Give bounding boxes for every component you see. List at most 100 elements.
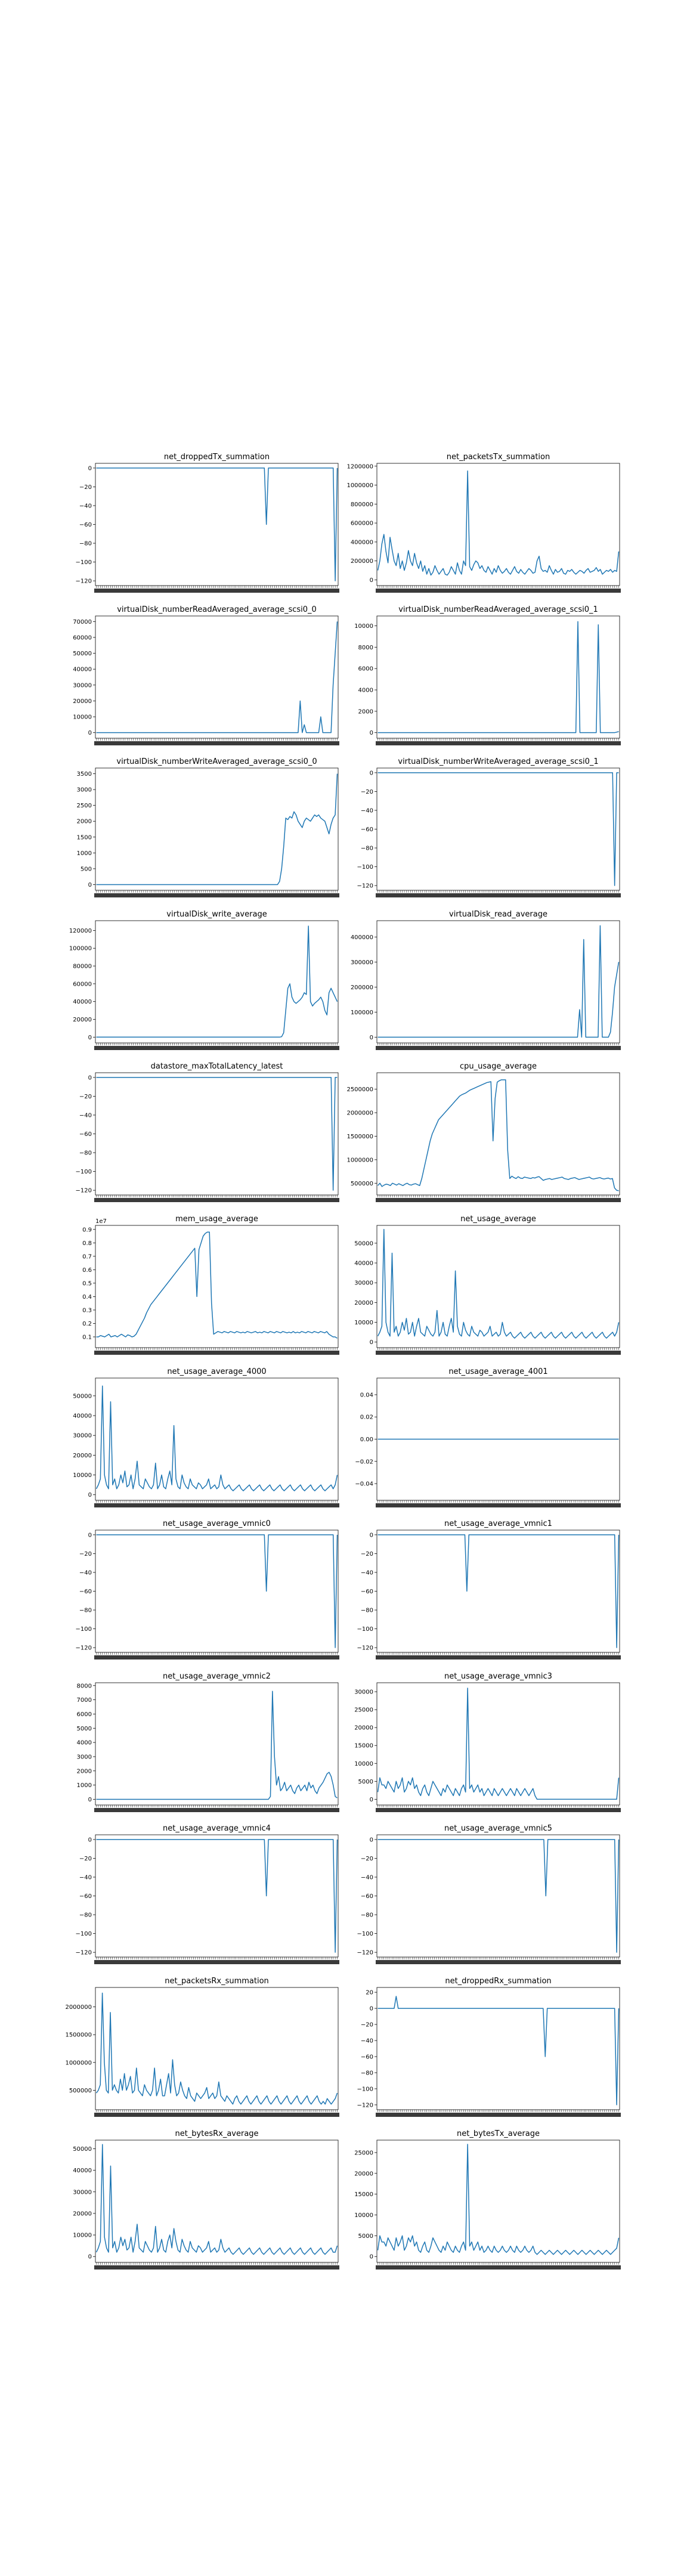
y-tick-label: 0.00 [360,1436,373,1443]
x-tick-marks [96,1957,338,1959]
subplot-title: net_usage_average_4001 [448,1367,547,1376]
x-tick-marks [96,1805,338,1807]
y-tick-label: −100 [357,2086,373,2092]
y-tick-label: 2000000 [65,2004,92,2011]
y-tick-label: 50000 [354,1240,373,1247]
subplot: cpu_usage_average 500000 1000000 1500000 200… [346,1062,621,1202]
subplot: net_usage_average_4001 −0.04 −0.02 0.00 0.02… [355,1367,621,1507]
subplot: net_droppedRx_summation 20 0 −20 −40 −60 −80 −1… [357,1977,621,2117]
y-tick-label: 80000 [73,964,92,970]
y-tick-label: 6000 [358,666,373,673]
series-line [95,1385,338,1491]
y-tick-label: 300000 [351,959,373,966]
axes-frame [95,463,339,586]
subplot: net_usage_average_vmnic3 0 5000 10000 15000 2… [354,1672,621,1812]
subplot-title: cpu_usage_average [460,1062,537,1071]
axes-frame [376,615,620,739]
y-tick-label: −80 [361,1608,373,1614]
y-tick-label: 25000 [354,1707,373,1714]
series-line [96,1839,338,1953]
y-tick-label: 2000 [358,708,373,715]
y-tick-label: −80 [361,1912,373,1919]
x-tick-label-band [376,1503,621,1507]
y-tick-label: 2000 [77,819,92,825]
subplot: net_bytesRx_average 0 10000 20000 30000 40000… [73,2129,339,2270]
y-tick-label: −20 [361,1551,373,1558]
series-line [377,1688,620,1800]
y-tick-label: −100 [357,1931,373,1937]
y-tick-label: 30000 [73,2189,92,2196]
y-tick-label: 70000 [73,619,92,626]
y-tick-label: 4000 [358,688,373,694]
y-tick-label: 1500000 [65,2032,92,2039]
y-tick-label: −40 [361,1569,373,1576]
subplot-title: net_usage_average_4000 [167,1367,266,1376]
y-tick-label: −80 [79,541,92,547]
y-tick-label: 20000 [73,2210,92,2217]
axes-frame [376,1682,620,1806]
y-tick-label: 10000 [73,714,92,721]
y-tick-label: 20000 [354,2171,373,2177]
subplot: virtualDisk_numberWriteAveraged_average_… [77,757,339,897]
y-tick-label: 0 [370,1035,373,1041]
series-line [96,1534,338,1648]
subplot: net_packetsRx_summation 500000 1000000 1500… [65,1977,339,2117]
y-tick-label: 1200000 [346,463,373,470]
y-tick-label: 7000 [77,1697,92,1704]
y-tick-label: −80 [79,1150,92,1157]
subplot-title: net_droppedTx_summation [164,453,270,462]
series-line [96,1231,338,1339]
x-tick-marks [377,1500,619,1503]
y-tick-label: 5000 [358,2233,373,2240]
y-tick-label: 0 [370,770,373,776]
x-tick-label-band [94,893,339,897]
axes-frame [376,1377,620,1501]
y-tick-label: 1000000 [346,482,373,489]
series-line [377,1079,619,1191]
axes-frame [376,1987,620,2110]
y-tick-label: −120 [76,1645,92,1652]
y-tick-label: 20000 [354,1725,373,1732]
y-tick-label: −40 [361,2038,373,2045]
axes-frame [376,1225,620,1348]
subplot-title: net_packetsRx_summation [165,1977,269,1986]
y-tick-label: 800000 [351,501,373,508]
axes-frame [376,2140,620,2263]
axes-frame [95,1530,339,1653]
y-tick-label: 30000 [354,1280,373,1287]
y-tick-label: 0 [370,1797,373,1803]
subplot: virtualDisk_numberReadAveraged_average_s… [73,605,339,745]
y-tick-label: −60 [79,1893,92,1900]
series-line [377,925,620,1038]
y-tick-label: 40000 [354,1261,373,1267]
y-tick-label: −20 [79,1551,92,1558]
y-tick-label: −20 [361,2022,373,2029]
y-tick-label: 2000 [77,1768,92,1775]
subplot-title: net_bytesTx_average [457,2129,540,2138]
subplot: mem_usage_average 0.1 0.2 0.3 0.4 0.5 0.6 0.7 0.… [82,1215,339,1355]
y-tick-label: 0 [88,465,92,472]
y-tick-label: 3000 [77,1754,92,1760]
y-tick-label: 0 [88,1797,92,1803]
y-tick-label: 6000 [77,1711,92,1718]
subplot-title: net_usage_average_vmnic3 [444,1672,552,1681]
series-line [377,1996,620,2106]
y-tick-label: −20 [361,789,373,795]
x-tick-label-band [94,1198,339,1202]
y-tick-label: 0 [88,1035,92,1041]
subplot-title: net_droppedRx_summation [445,1977,551,1986]
y-tick-label: 0 [88,2254,92,2261]
y-tick-label: 60000 [73,981,92,987]
y-tick-label: −60 [361,2054,373,2060]
x-tick-marks [377,1805,619,1807]
subplot-title: net_usage_average_vmnic1 [444,1519,552,1528]
subplot-title: net_usage_average_vmnic4 [163,1824,271,1833]
axes-frame [95,1072,339,1196]
y-tick-label: 50000 [73,2146,92,2153]
y-tick-label: 0.9 [82,1227,92,1233]
y-tick-label: −20 [79,1856,92,1862]
y-tick-label: −100 [76,1931,92,1937]
y-tick-label: 4000 [77,1740,92,1747]
subplot-title: virtualDisk_numberReadAveraged_average_s… [398,605,598,614]
series-line [96,621,338,733]
